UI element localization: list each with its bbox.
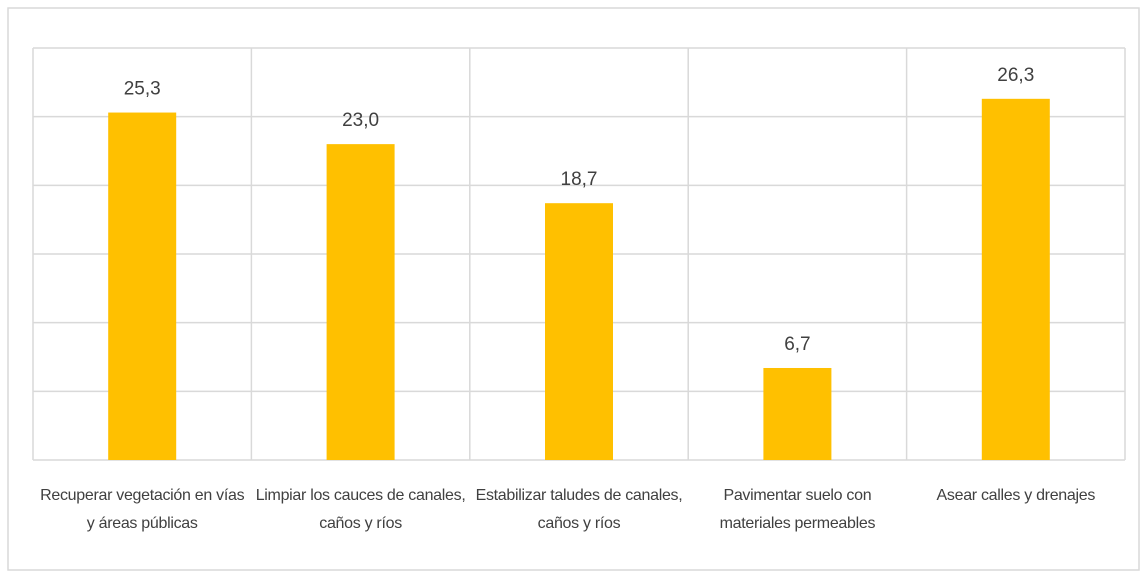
x-tick-label: Limpiar los cauces de canales, caños y r… [255, 487, 466, 532]
bar [545, 203, 613, 461]
data-label: 6,7 [784, 334, 810, 355]
data-label: 18,7 [561, 169, 598, 190]
x-tick-label: Estabilizar taludes de canales, caños y … [475, 487, 683, 532]
x-tick-label: Recuperar vegetación en vías y áreas púb… [40, 487, 245, 532]
data-label: 26,3 [997, 65, 1034, 86]
data-label: 25,3 [124, 79, 161, 100]
x-tick-label: Pavimentar suelo con materiales permeabl… [719, 487, 876, 532]
bar [326, 144, 395, 460]
chart-border [7, 7, 1140, 571]
data-label: 23,0 [342, 110, 379, 131]
bar [981, 98, 1050, 461]
bar [108, 112, 177, 461]
bar [763, 367, 832, 460]
x-tick-label: Asear calles y drenajes [936, 487, 1096, 504]
